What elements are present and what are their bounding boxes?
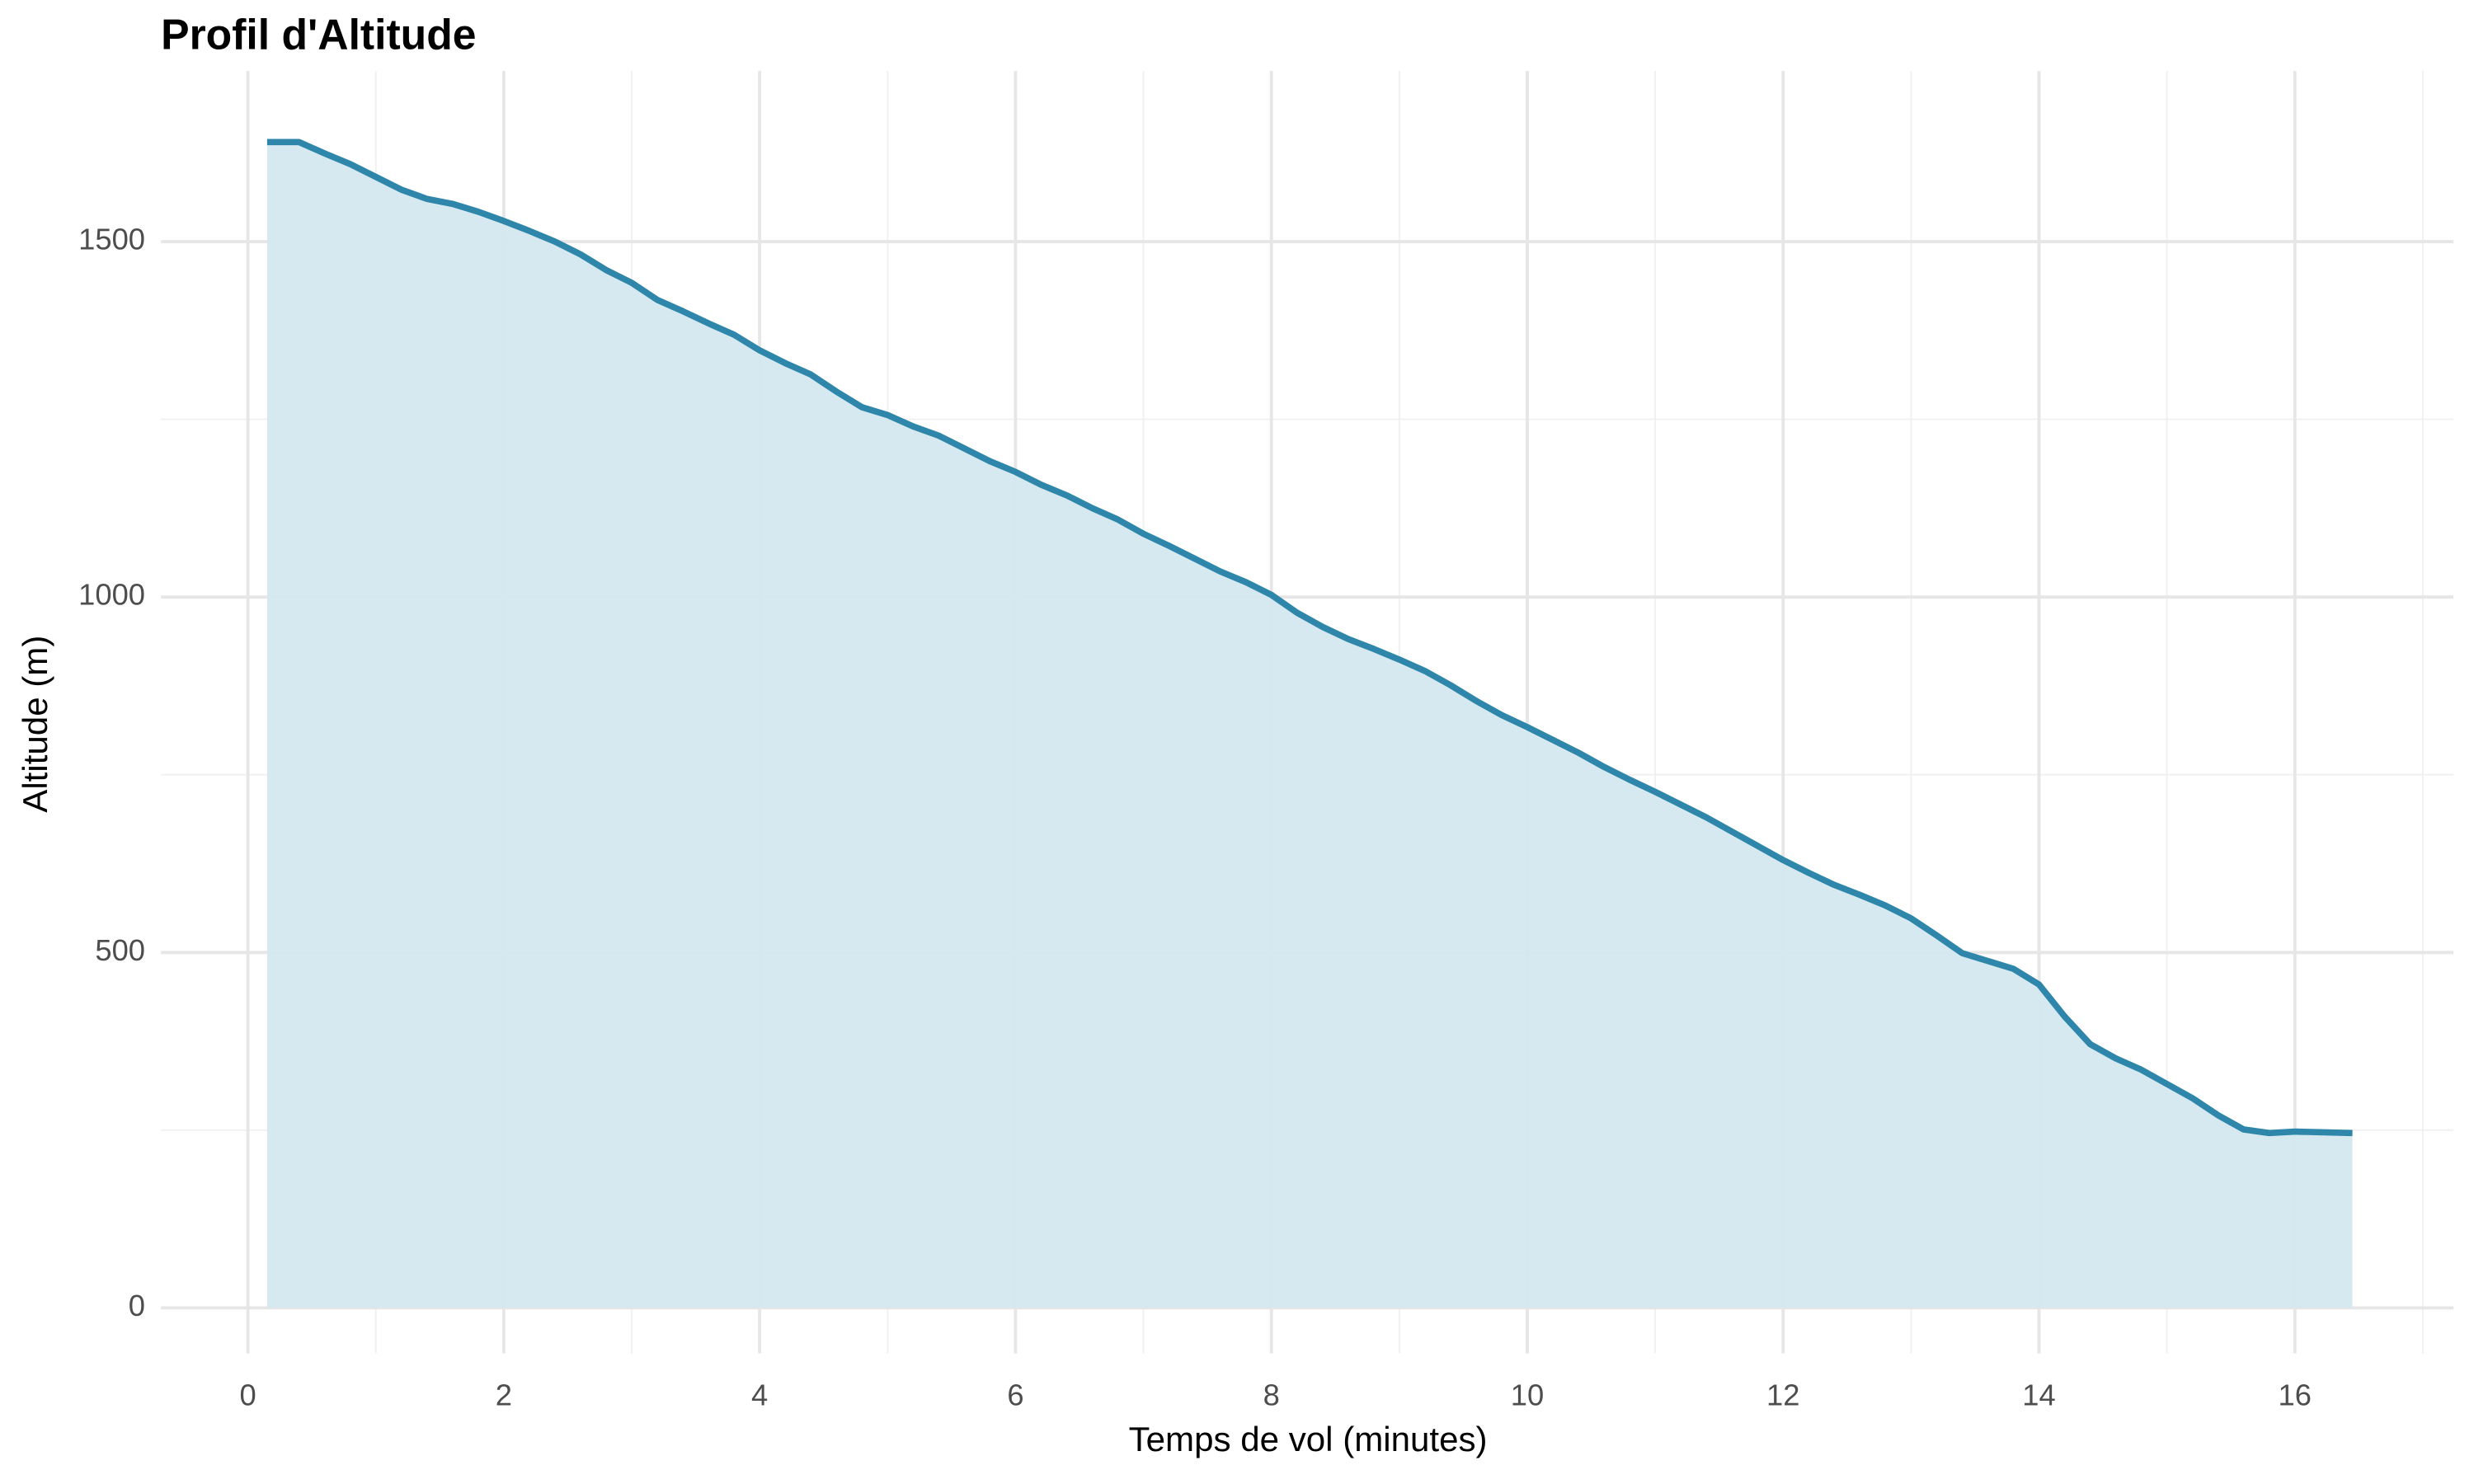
y-axis-label: Altitude (m) bbox=[16, 636, 54, 813]
y-tick-label: 1500 bbox=[78, 223, 145, 256]
y-tick-label: 1000 bbox=[78, 578, 145, 612]
x-tick-label: 12 bbox=[1766, 1378, 1799, 1412]
chart-title: Profil d'Altitude bbox=[161, 11, 476, 59]
y-tick-label: 500 bbox=[95, 933, 145, 967]
line bbox=[266, 139, 2353, 1137]
y-tick-label: 0 bbox=[129, 1289, 145, 1322]
area-fill bbox=[266, 142, 2353, 1308]
x-tick-label: 2 bbox=[496, 1378, 512, 1412]
x-tick-label: 0 bbox=[240, 1378, 256, 1412]
x-tick-label: 10 bbox=[1511, 1378, 1544, 1412]
x-axis-label: Temps de vol (minutes) bbox=[1129, 1420, 1488, 1458]
x-tick-label: 8 bbox=[1263, 1378, 1280, 1412]
x-tick-label: 6 bbox=[1007, 1378, 1023, 1412]
x-tick-label: 16 bbox=[2279, 1378, 2312, 1412]
x-tick-label: 14 bbox=[2022, 1378, 2055, 1412]
x-tick-label: 4 bbox=[751, 1378, 768, 1412]
